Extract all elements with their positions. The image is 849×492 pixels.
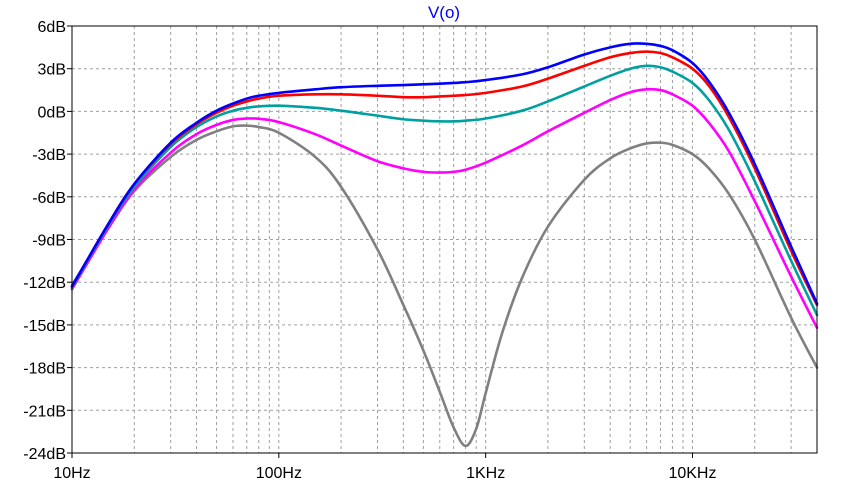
- y-tick-label: 6dB: [38, 19, 66, 36]
- y-tick-label: -24dB: [23, 446, 66, 463]
- series-line-3: [70, 64, 819, 317]
- series-line-4: [70, 50, 819, 307]
- x-tick-label: 100Hz: [256, 465, 302, 482]
- series-layer: [70, 42, 819, 448]
- y-tick-label: -15dB: [23, 318, 66, 335]
- chart-title: V(o): [428, 3, 460, 22]
- x-tick-label: 1KHz: [466, 465, 505, 482]
- x-axis-tick-labels: 10Hz 100Hz 1KHz 10KHz: [53, 453, 716, 482]
- grid-lines: [72, 26, 817, 453]
- y-tick-label: -21dB: [23, 403, 66, 420]
- y-tick-label: -9dB: [32, 233, 66, 250]
- y-axis-tick-labels: 6dB 3dB 0dB -3dB -6dB -9dB -12dB -15dB -18dB -21d…: [23, 19, 72, 463]
- x-tick-label: 10Hz: [53, 465, 90, 482]
- y-tick-label: -6dB: [32, 190, 66, 207]
- y-tick-label: 3dB: [38, 62, 66, 79]
- series-line-1: [70, 124, 819, 448]
- series-line-5: [70, 42, 819, 305]
- y-tick-label: -12dB: [23, 275, 66, 292]
- series-line-2: [70, 87, 819, 330]
- x-tick-label: 10KHz: [668, 465, 716, 482]
- y-tick-label: -3dB: [32, 147, 66, 164]
- y-tick-label: 0dB: [38, 104, 66, 121]
- y-tick-label: -18dB: [23, 361, 66, 378]
